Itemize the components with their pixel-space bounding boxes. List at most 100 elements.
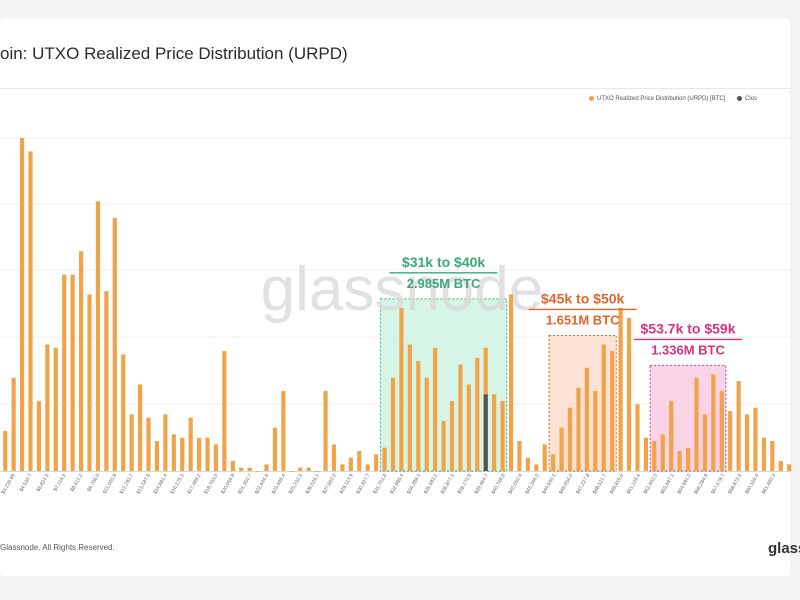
x-tick-label-2: $5,824.5 (36, 473, 51, 493)
bar-85 (719, 391, 724, 471)
bars (3, 138, 792, 472)
x-tick-label-4: $8,412.2 (69, 473, 84, 493)
x-tick-label-6: $11,000.9 (102, 473, 118, 495)
bar-35 (298, 467, 303, 471)
bar-52 (441, 421, 446, 471)
x-tick-label-27: $38,170.8 (457, 473, 473, 495)
x-tick-label-35: $48,521.7 (592, 473, 608, 495)
x-tick-label-45: $61,460.3 (761, 473, 777, 495)
annotation-supply-label-0: 2.985M BTC (407, 276, 481, 291)
x-tick-label-15: $22,644.6 (254, 473, 270, 495)
bar-19 (163, 414, 168, 471)
legend[interactable]: UTXO Realized Price Distribution (URPD) … (589, 96, 767, 102)
bar-9 (78, 251, 84, 471)
bar-41 (348, 457, 353, 471)
bar-37 (315, 471, 320, 472)
bar-46 (390, 377, 396, 471)
x-tick-label-3: $7,118.3 (53, 473, 68, 493)
bar-88 (744, 414, 750, 471)
bar-69 (584, 367, 589, 471)
bar-13 (112, 217, 117, 471)
bar-22 (188, 417, 193, 471)
bar-56 (475, 357, 480, 471)
legend-label-close: Clos (745, 96, 758, 103)
x-tick-label-40: $54,991.0 (676, 473, 692, 495)
annotation-supply-label-2: 1.336M BTC (651, 342, 725, 357)
bar-80 (677, 451, 682, 471)
legend-swatch-urpd (589, 96, 594, 101)
bar-61 (517, 441, 522, 471)
x-tick-label-31: $43,346.3 (524, 473, 540, 495)
legend-swatch-close (737, 96, 743, 101)
bar-63 (534, 464, 539, 471)
x-tick-label-18: $26,526.1 (305, 473, 321, 495)
bar-66 (559, 427, 564, 471)
bar-15 (129, 414, 134, 471)
x-tick-label-37: $51,109.4 (626, 473, 642, 495)
bar-84 (711, 374, 716, 471)
x-tick-label-25: $35,583.1 (423, 473, 439, 495)
x-tick-label-34: $47,227.8 (575, 473, 591, 495)
close-bar-0 (483, 394, 488, 471)
x-tick-label-5: $9,706.0 (86, 473, 101, 493)
x-tick-label-10: $16,175.3 (169, 473, 185, 495)
x-tick-label-12: $18,763.0 (203, 473, 219, 495)
bar-33 (281, 391, 286, 471)
x-tick-label-21: $30,407.7 (355, 473, 371, 495)
chart-title: oin: UTXO Realized Price Distribution (U… (0, 44, 348, 63)
bar-18 (154, 441, 160, 471)
bar-10 (87, 294, 92, 471)
bar-26 (222, 351, 227, 471)
bar-42 (357, 451, 362, 471)
x-tick-labels: $3,236.99 $4,530.7 $5,824.5 $7,118.3 $8,412.… (0, 473, 777, 495)
bar-23 (197, 437, 202, 471)
bar-24 (205, 437, 210, 471)
bar-75 (635, 404, 640, 471)
bar-87 (736, 381, 741, 471)
bar-6 (53, 347, 58, 471)
bar-91 (770, 441, 775, 471)
bar-58 (492, 394, 497, 471)
bar-82 (694, 377, 699, 471)
x-tick-label-7: $12,293.7 (119, 473, 135, 495)
bar-70 (593, 391, 598, 471)
bar-14 (121, 354, 126, 471)
x-tick-label-36: $49,815.6 (609, 473, 625, 495)
annotation-supply-label-1: 1.651M BTC (546, 312, 620, 327)
bar-1 (11, 377, 16, 471)
bar-76 (643, 437, 648, 471)
bar-44 (374, 454, 379, 471)
bar-81 (685, 447, 691, 471)
bar-12 (104, 291, 109, 471)
x-tick-label-32: $44,640.1 (541, 473, 557, 495)
bar-39 (331, 444, 337, 471)
bar-79 (669, 401, 674, 471)
legend-item-urpd[interactable]: UTXO Realized Price Distribution (URPD) … (589, 96, 727, 102)
bar-93 (787, 464, 792, 471)
chart-card (0, 18, 790, 576)
bar-47 (399, 307, 404, 471)
x-tick-label-33: $45,934.0 (558, 473, 574, 495)
x-tick-label-14: $21,350.7 (237, 473, 253, 495)
x-tick-label-39: $53,697.1 (660, 473, 676, 495)
legend-item-close[interactable]: Clos (737, 96, 757, 102)
bar-86 (728, 411, 733, 471)
bar-3 (28, 151, 33, 471)
bar-21 (180, 437, 185, 471)
x-tick-label-28: $39,464.7 (474, 473, 490, 495)
bar-17 (146, 417, 151, 471)
x-tick-label-1: $4,530.7 (19, 473, 34, 493)
x-tick-label-0: $3,236.99 (0, 473, 16, 495)
x-tick-label-42: $57,578.7 (710, 473, 726, 495)
x-tick-label-23: $32,995.4 (389, 473, 405, 495)
x-tick-label-8: $13,587.6 (136, 473, 152, 495)
x-tick-label-38: $52,403.3 (643, 473, 659, 495)
bar-83 (702, 414, 708, 471)
x-tick-label-44: $60,166.4 (744, 473, 760, 495)
bar-27 (230, 461, 235, 471)
bar-28 (239, 467, 244, 471)
bar-8 (70, 274, 75, 471)
bar-32 (272, 427, 278, 471)
x-tick-label-24: $34,289.3 (406, 473, 422, 495)
